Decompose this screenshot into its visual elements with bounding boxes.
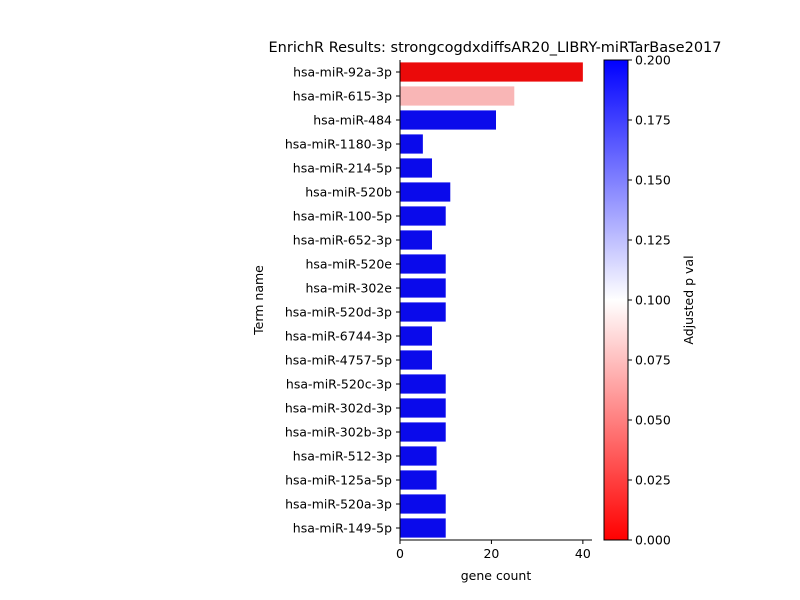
- colorbar-tick-label: 0.175: [635, 113, 671, 128]
- x-axis-label: gene count: [461, 568, 532, 583]
- bar: [400, 182, 451, 202]
- bar: [400, 302, 446, 322]
- y-tick-label: hsa-miR-484: [313, 113, 392, 128]
- bar: [400, 62, 583, 82]
- y-tick-label: hsa-miR-6744-3p: [285, 329, 392, 344]
- colorbar-tick-label: 0.125: [635, 233, 671, 248]
- y-tick-label: hsa-miR-520a-3p: [285, 497, 392, 512]
- y-tick-label: hsa-miR-302b-3p: [285, 425, 392, 440]
- bars: [400, 62, 583, 538]
- y-tick-label: hsa-miR-652-3p: [293, 233, 392, 248]
- colorbar-label: Adjusted p val: [681, 255, 696, 344]
- colorbar-ticks: 0.000 0.025 0.050 0.075 0.100 0.125 0.150 0.175…: [628, 53, 671, 548]
- bar: [400, 158, 432, 178]
- colorbar-tick-label: 0.025: [635, 473, 671, 488]
- colorbar-tick-label: 0.000: [635, 533, 671, 548]
- y-tick-label: hsa-miR-520e: [306, 257, 393, 272]
- colorbar-tick-label: 0.100: [635, 293, 671, 308]
- bar: [400, 350, 432, 370]
- y-tick-label: hsa-miR-92a-3p: [293, 65, 392, 80]
- y-tick-labels: hsa-miR-92a-3p hsa-miR-615-3p hsa-miR-484 h…: [285, 65, 400, 536]
- y-tick-label: hsa-miR-615-3p: [293, 89, 392, 104]
- colorbar-tick-label: 0.200: [635, 53, 671, 68]
- y-tick-label: hsa-miR-100-5p: [293, 209, 392, 224]
- colorbar-tick-label: 0.075: [635, 353, 671, 368]
- y-axis-label: Term name: [251, 265, 266, 336]
- bar: [400, 374, 446, 394]
- bar: [400, 278, 446, 298]
- bar: [400, 518, 446, 538]
- bar: [400, 398, 446, 418]
- bar: [400, 254, 446, 274]
- chart-title: EnrichR Results: strongcogdxdiffsAR20_LI…: [269, 40, 722, 56]
- y-tick-label: hsa-miR-302e: [306, 281, 393, 296]
- y-tick-label: hsa-miR-4757-5p: [285, 353, 392, 368]
- y-tick-label: hsa-miR-520d-3p: [285, 305, 392, 320]
- bar: [400, 446, 437, 466]
- y-tick-label: hsa-miR-302d-3p: [285, 401, 392, 416]
- x-tick-label: 20: [483, 546, 499, 561]
- y-tick-label: hsa-miR-125a-5p: [285, 473, 392, 488]
- y-tick-label: hsa-miR-512-3p: [293, 449, 392, 464]
- y-tick-label: hsa-miR-520b: [305, 185, 392, 200]
- bar: [400, 134, 423, 154]
- x-tick-label: 0: [396, 546, 404, 561]
- bar: [400, 206, 446, 226]
- bar: [400, 494, 446, 514]
- bar: [400, 110, 496, 130]
- bar: [400, 230, 432, 250]
- bar: [400, 326, 432, 346]
- colorbar-tick-label: 0.050: [635, 413, 671, 428]
- x-tick-label: 40: [575, 546, 591, 561]
- y-tick-label: hsa-miR-1180-3p: [285, 137, 392, 152]
- y-tick-label: hsa-miR-149-5p: [293, 521, 392, 536]
- colorbar: [603, 59, 629, 541]
- y-tick-label: hsa-miR-520c-3p: [286, 377, 392, 392]
- bar: [400, 86, 515, 106]
- bar: [400, 470, 437, 490]
- bar: [400, 422, 446, 442]
- y-tick-label: hsa-miR-214-5p: [293, 161, 392, 176]
- x-ticks: 0 20 40: [396, 540, 591, 561]
- colorbar-tick-label: 0.150: [635, 173, 671, 188]
